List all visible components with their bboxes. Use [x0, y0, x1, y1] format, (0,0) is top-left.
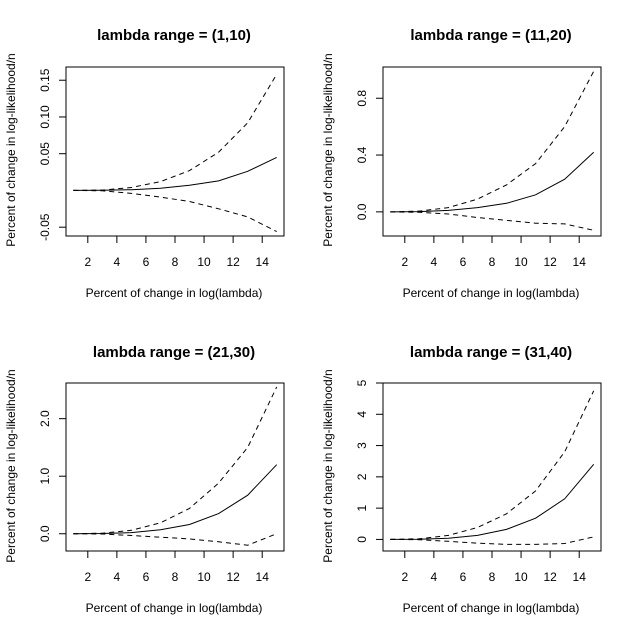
series-line-lower	[390, 536, 594, 545]
panel-lambda-31-40: lambda range = (31,40) Percent of change…	[321, 344, 602, 615]
x-tick-label: 6	[460, 570, 467, 584]
panel-lambda-11-20: lambda range = (11,20) Percent of change…	[321, 27, 602, 300]
x-tick-label: 6	[143, 570, 150, 584]
x-tick-label: 2	[401, 255, 408, 269]
series-line-upper	[390, 71, 595, 213]
x-tick-label: 4	[114, 255, 121, 269]
x-tick-label: 14	[573, 255, 587, 269]
y-tick-label: 0.0	[355, 203, 369, 220]
y-tick-label: 3	[355, 442, 369, 449]
x-axis-label: Percent of change in log(lambda)	[403, 286, 580, 300]
y-tick-label: 1.0	[38, 468, 52, 485]
series-line-mean	[73, 464, 278, 535]
x-tick-label: 4	[431, 570, 438, 584]
x-axis-label: Percent of change in log(lambda)	[86, 286, 263, 300]
x-tick-label: 12	[226, 570, 240, 584]
x-tick-label: 2	[84, 255, 91, 269]
y-axis-label: Percent of change in log-likelihood/n	[321, 53, 335, 246]
y-tick-label: 2	[355, 473, 369, 480]
x-tick-label: 10	[197, 255, 211, 269]
x-tick-label: 14	[573, 570, 587, 584]
series-line-lower	[73, 189, 277, 233]
x-tick-label: 2	[401, 570, 408, 584]
y-tick-label: 0	[355, 536, 369, 543]
y-tick-label: 2.0	[38, 410, 52, 427]
series-line-lower	[390, 211, 594, 231]
x-tick-label: 8	[489, 255, 496, 269]
x-tick-label: 6	[143, 255, 150, 269]
x-axis-label: Percent of change in log(lambda)	[86, 601, 263, 615]
x-tick-label: 2	[84, 570, 91, 584]
x-tick-label: 10	[514, 570, 528, 584]
x-tick-label: 10	[197, 570, 211, 584]
y-tick-label: 0.15	[38, 68, 52, 92]
y-axis-label: Percent of change in log-likelihood/n	[4, 53, 18, 246]
y-tick-label: -0.05	[38, 213, 52, 241]
y-tick-label: 5	[355, 379, 369, 386]
y-tick-label: 1	[355, 504, 369, 511]
series-line-upper	[73, 74, 278, 191]
y-tick-label: 0.0	[38, 525, 52, 542]
x-axis-label: Percent of change in log(lambda)	[403, 601, 580, 615]
series-line-mean	[390, 151, 595, 213]
y-tick-label: 0.10	[38, 105, 52, 129]
plot-frame	[65, 66, 285, 237]
x-tick-label: 8	[172, 255, 179, 269]
y-axis-label: Percent of change in log-likelihood/n	[321, 369, 335, 562]
x-tick-label: 10	[514, 255, 528, 269]
x-tick-label: 12	[543, 255, 557, 269]
series-line-upper	[73, 386, 278, 535]
x-tick-label: 12	[543, 570, 557, 584]
plot-frame	[382, 66, 602, 237]
panel-title: lambda range = (21,30)	[93, 344, 255, 361]
series-line-upper	[390, 390, 595, 540]
panel-title: lambda range = (11,20)	[410, 27, 571, 44]
x-tick-label: 14	[256, 255, 270, 269]
series-line-lower	[73, 533, 277, 546]
y-tick-label: 0.8	[355, 90, 369, 107]
panel-title: lambda range = (1,10)	[97, 27, 251, 44]
x-tick-label: 8	[489, 570, 496, 584]
panel-title: lambda range = (31,40)	[410, 344, 572, 361]
x-tick-label: 12	[226, 255, 240, 269]
x-tick-label: 4	[114, 570, 121, 584]
panel-lambda-21-30: lambda range = (21,30) Percent of change…	[4, 344, 285, 615]
y-axis-label: Percent of change in log-likelihood/n	[4, 369, 18, 562]
y-tick-label: 4	[355, 411, 369, 418]
y-tick-label: 0.4	[355, 146, 369, 163]
series-line-mean	[73, 156, 277, 191]
x-tick-label: 14	[256, 570, 270, 584]
series-line-mean	[390, 463, 595, 540]
x-tick-label: 4	[431, 255, 438, 269]
x-tick-label: 8	[172, 570, 179, 584]
plot-frame	[65, 382, 285, 552]
panel-lambda-1-10: lambda range = (1,10) Percent of change …	[4, 27, 285, 300]
x-tick-label: 6	[460, 255, 467, 269]
y-tick-label: 0.05	[38, 142, 52, 166]
plot-frame	[382, 382, 602, 552]
